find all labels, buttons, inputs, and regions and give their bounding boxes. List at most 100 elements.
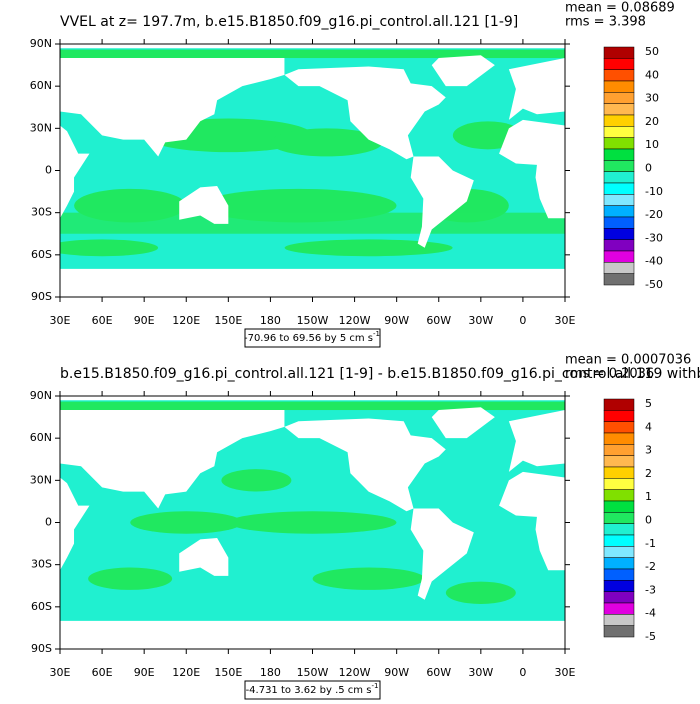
colorbar-box	[603, 478, 635, 490]
land	[60, 396, 565, 401]
colorbar-label: 0	[645, 162, 652, 175]
arctic-band	[60, 401, 565, 411]
colorbar-box	[603, 410, 635, 422]
lon-label: 180	[260, 314, 281, 327]
land	[60, 268, 565, 297]
colorbar-box	[603, 46, 635, 59]
panel-title: VVEL at z= 197.7m, b.e15.B1850.f09_g16.p…	[60, 14, 518, 30]
colorbar-label: -1	[645, 537, 656, 550]
lat-label: 90S	[31, 642, 52, 655]
lat-label: 30N	[30, 473, 52, 486]
land	[60, 58, 285, 157]
lon-label: 120W	[339, 666, 371, 679]
range-text: -4.731 to 3.62 by .5 cm s	[246, 685, 372, 696]
colorbar-box	[603, 182, 635, 195]
colorbar-label: 40	[645, 68, 659, 81]
colorbar-box	[603, 103, 635, 116]
field-patch	[130, 511, 243, 534]
lon-label: 90E	[134, 666, 155, 679]
land	[60, 477, 90, 571]
land	[499, 119, 565, 219]
lat-label: 60N	[30, 431, 52, 444]
colorbar-label: 4	[645, 420, 652, 433]
land	[179, 185, 229, 224]
land	[431, 55, 495, 87]
colorbar-box	[603, 69, 635, 82]
lat-label: 30N	[30, 121, 52, 134]
colorbar-box	[603, 421, 635, 434]
lon-label: 60E	[92, 666, 113, 679]
lat-label: 90N	[30, 389, 52, 402]
colorbar-label: -4	[645, 607, 656, 620]
colorbar-box	[603, 239, 635, 252]
lat-label: 60N	[30, 79, 52, 92]
lon-label: 0	[519, 666, 526, 679]
field-patch	[312, 567, 425, 590]
land	[60, 410, 285, 509]
range-exponent: -1	[371, 682, 378, 690]
colorbar-label: -5	[645, 630, 656, 643]
lon-label: 30E	[50, 314, 71, 327]
lon-label: 30E	[555, 666, 576, 679]
mean-stat: mean = 0.08689	[565, 1, 675, 16]
lat-label: 0	[45, 516, 52, 529]
land	[179, 537, 229, 576]
land	[410, 156, 474, 248]
range-text: -70.96 to 69.56 by 5 cm s	[244, 333, 373, 344]
lon-label: 120E	[172, 314, 200, 327]
land	[499, 471, 565, 571]
land	[60, 125, 90, 219]
range-label: -70.96 to 69.56 by 5 cm s-1	[244, 330, 380, 344]
lon-label: 30E	[555, 314, 576, 327]
lon-label: 150W	[297, 666, 329, 679]
colorbar-box	[603, 557, 635, 570]
lat-label: 30S	[31, 206, 52, 219]
field-patch	[228, 511, 397, 534]
lon-label: 90E	[134, 314, 155, 327]
colorbar-label: -30	[645, 231, 663, 244]
lon-label: 30W	[468, 666, 493, 679]
colorbar-label: -2	[645, 560, 656, 573]
land	[284, 418, 446, 512]
range-box	[244, 328, 381, 348]
colorbar-box	[603, 614, 635, 626]
colorbar-label: 0	[645, 514, 652, 527]
lat-label: 30S	[31, 558, 52, 571]
lat-label: 0	[45, 164, 52, 177]
colorbar-box	[603, 160, 635, 172]
map-field	[60, 44, 565, 297]
colorbar-box	[603, 114, 635, 127]
field-patch	[221, 469, 292, 492]
colorbar-label: 50	[645, 45, 659, 58]
colorbar-label: 5	[645, 397, 652, 410]
field-patch	[60, 239, 159, 257]
rms-stat: rms = 3.398	[565, 15, 646, 30]
range-label: -4.731 to 3.62 by .5 cm s-1	[246, 682, 379, 696]
colorbar-box	[603, 398, 635, 411]
colorbar-box	[603, 568, 635, 581]
field-patch	[284, 239, 453, 257]
colorbar-label: -3	[645, 583, 656, 596]
colorbar-label: 30	[645, 92, 659, 105]
colorbar-box	[603, 500, 635, 513]
colorbar-label: 10	[645, 138, 659, 151]
colorbar-box	[603, 205, 635, 218]
colorbar-label: -10	[645, 185, 663, 198]
colorbar-box	[603, 228, 635, 240]
colorbar-box	[603, 591, 635, 604]
range-box	[244, 680, 381, 700]
land	[410, 508, 474, 600]
colorbar-box	[603, 273, 635, 286]
colorbar-label: 1	[645, 490, 652, 503]
field-patch	[88, 567, 173, 590]
lon-label: 120E	[172, 666, 200, 679]
colorbar-label: 3	[645, 444, 652, 457]
panel-title: b.e15.B1850.f09_g16.pi_control.all.121 […	[60, 366, 700, 382]
colorbar-box	[603, 466, 635, 479]
field-band	[60, 212, 565, 234]
mean-stat: mean = 0.0007036	[565, 353, 691, 368]
colorbar-box	[603, 534, 635, 547]
colorbar-label: 20	[645, 115, 659, 128]
colorbar-label: -20	[645, 208, 663, 221]
